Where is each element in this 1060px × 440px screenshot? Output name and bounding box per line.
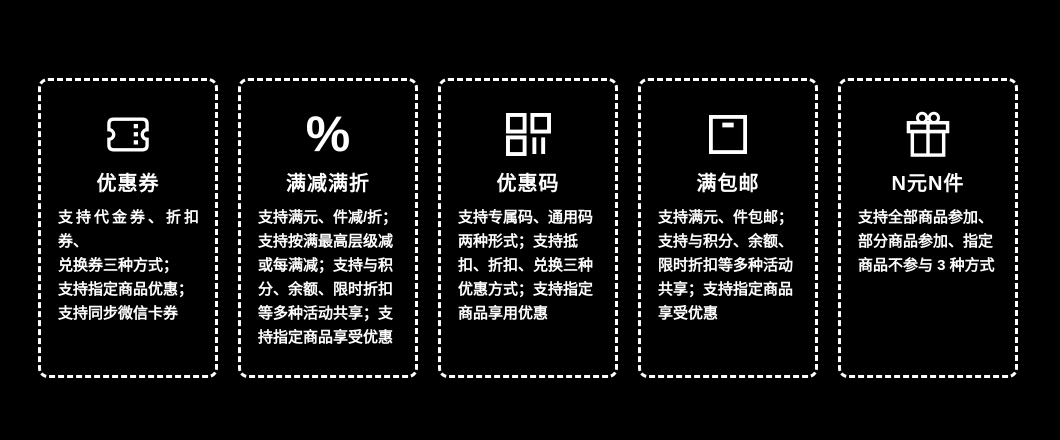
percent-icon: % [241,106,415,162]
card-description: 支持代金券、折扣券、 兑换券三种方式； 支持指定商品优惠； 支持同步微信卡券 [58,209,199,322]
card-description: 支持满元、件减/折； 支持按满最高层级减 或每满减；支持与积 分、余额、限时折扣… [258,209,398,346]
feature-cards-row: 优惠券 支持代金券、折扣券、 兑换券三种方式； 支持指定商品优惠； 支持同步微信… [38,78,1018,378]
card-free-shipping: 满包邮 支持满元、件包邮； 支持与积分、余额、 限时折扣等多种活动 共享；支持指… [638,78,818,378]
card-title: 满减满折 [286,173,370,195]
qrcode-icon [441,112,615,156]
card-title: 满包邮 [696,173,760,195]
package-icon [641,113,815,155]
ticket-icon [41,113,215,155]
card-title: 优惠码 [496,173,560,195]
card-coupon: 优惠券 支持代金券、折扣券、 兑换券三种方式； 支持指定商品优惠； 支持同步微信… [38,78,218,378]
card-title: N元N件 [891,173,965,195]
card-description: 支持满元、件包邮； 支持与积分、余额、 限时折扣等多种活动 共享；支持指定商品 … [658,209,794,322]
percent-glyph: % [305,106,351,162]
card-description: 支持全部商品参加、 部分商品参加、指定 商品不参与 3 种方式 [858,209,995,274]
card-promo-code: 优惠码 支持专属码、通用码 两种形式；支持抵 扣、折扣、兑换三种 优惠方式；支持… [438,78,618,378]
card-n-yuan-n-pieces: N元N件 支持全部商品参加、 部分商品参加、指定 商品不参与 3 种方式 [838,78,1018,378]
card-full-discount: % 满减满折 支持满元、件减/折； 支持按满最高层级减 或每满减；支持与积 分、… [238,78,418,378]
card-description: 支持专属码、通用码 两种形式；支持抵 扣、折扣、兑换三种 优惠方式；支持指定 商… [458,209,594,322]
gift-icon [841,111,1015,157]
card-title: 优惠券 [96,173,160,195]
